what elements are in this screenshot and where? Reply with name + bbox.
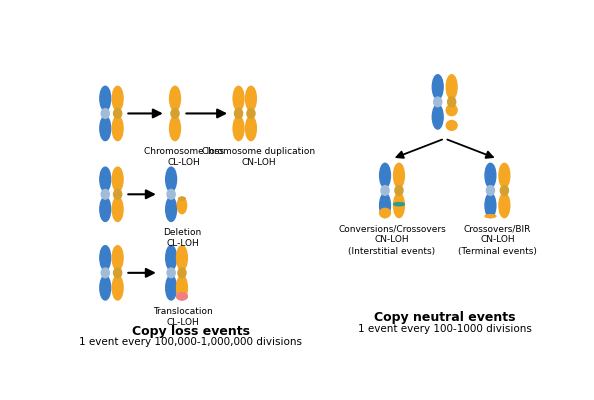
Ellipse shape xyxy=(178,197,187,214)
Ellipse shape xyxy=(394,163,405,188)
Ellipse shape xyxy=(100,167,110,192)
Text: Copy neutral events: Copy neutral events xyxy=(374,311,516,324)
Text: Conversions/Crossovers
CN-LOH
(Interstitial events): Conversions/Crossovers CN-LOH (Interstit… xyxy=(338,224,446,256)
Ellipse shape xyxy=(380,193,390,218)
Text: Deletion
CL-LOH: Deletion CL-LOH xyxy=(163,228,202,248)
Ellipse shape xyxy=(499,163,510,188)
Ellipse shape xyxy=(167,268,175,278)
Ellipse shape xyxy=(113,190,122,199)
Ellipse shape xyxy=(380,163,390,188)
Ellipse shape xyxy=(179,197,185,200)
Ellipse shape xyxy=(446,120,457,130)
Text: Chromosome loss
CL-LOH: Chromosome loss CL-LOH xyxy=(144,147,225,168)
Ellipse shape xyxy=(112,246,123,270)
Ellipse shape xyxy=(485,163,496,188)
Ellipse shape xyxy=(432,105,443,129)
Ellipse shape xyxy=(169,86,181,111)
Ellipse shape xyxy=(112,86,123,111)
Ellipse shape xyxy=(171,108,179,118)
Ellipse shape xyxy=(432,75,443,99)
Ellipse shape xyxy=(176,246,187,270)
Ellipse shape xyxy=(113,268,122,278)
Ellipse shape xyxy=(394,203,405,206)
Ellipse shape xyxy=(166,276,176,300)
Ellipse shape xyxy=(112,116,123,141)
Text: Translocation
CL-LOH: Translocation CL-LOH xyxy=(153,307,213,327)
Ellipse shape xyxy=(446,75,457,99)
Ellipse shape xyxy=(233,86,244,111)
Ellipse shape xyxy=(100,116,110,141)
Ellipse shape xyxy=(395,186,403,195)
Ellipse shape xyxy=(112,167,123,192)
Ellipse shape xyxy=(167,190,175,199)
Ellipse shape xyxy=(178,268,186,278)
Ellipse shape xyxy=(394,193,405,218)
Ellipse shape xyxy=(100,246,110,270)
Ellipse shape xyxy=(233,116,244,141)
Ellipse shape xyxy=(166,167,176,192)
Ellipse shape xyxy=(169,116,181,141)
Ellipse shape xyxy=(101,268,109,278)
Ellipse shape xyxy=(245,86,257,111)
Ellipse shape xyxy=(380,208,390,218)
Text: Copy loss events: Copy loss events xyxy=(131,325,249,338)
Ellipse shape xyxy=(176,276,187,300)
Ellipse shape xyxy=(245,116,257,141)
Ellipse shape xyxy=(499,193,510,218)
Ellipse shape xyxy=(101,190,109,199)
Ellipse shape xyxy=(166,197,176,222)
Ellipse shape xyxy=(434,97,442,107)
Ellipse shape xyxy=(500,186,508,195)
Ellipse shape xyxy=(486,186,494,195)
Ellipse shape xyxy=(485,193,496,218)
Ellipse shape xyxy=(112,276,123,300)
Ellipse shape xyxy=(101,108,109,118)
Ellipse shape xyxy=(100,197,110,222)
Text: 1 event every 100,000-1,000,000 divisions: 1 event every 100,000-1,000,000 division… xyxy=(79,337,302,347)
Text: Crossovers/BIR
CN-LOH
(Terminal events): Crossovers/BIR CN-LOH (Terminal events) xyxy=(458,224,537,256)
Ellipse shape xyxy=(176,293,187,300)
Text: Chromosome duplication
CN-LOH: Chromosome duplication CN-LOH xyxy=(202,147,315,168)
Ellipse shape xyxy=(247,108,255,118)
Ellipse shape xyxy=(100,276,110,300)
Text: 1 event every 100-1000 divisions: 1 event every 100-1000 divisions xyxy=(358,324,532,334)
Ellipse shape xyxy=(381,186,389,195)
Ellipse shape xyxy=(113,108,122,118)
Ellipse shape xyxy=(446,105,457,116)
Ellipse shape xyxy=(100,86,110,111)
Ellipse shape xyxy=(166,246,176,270)
Ellipse shape xyxy=(235,108,242,118)
Ellipse shape xyxy=(485,215,496,218)
Ellipse shape xyxy=(112,197,123,222)
Ellipse shape xyxy=(448,97,456,107)
